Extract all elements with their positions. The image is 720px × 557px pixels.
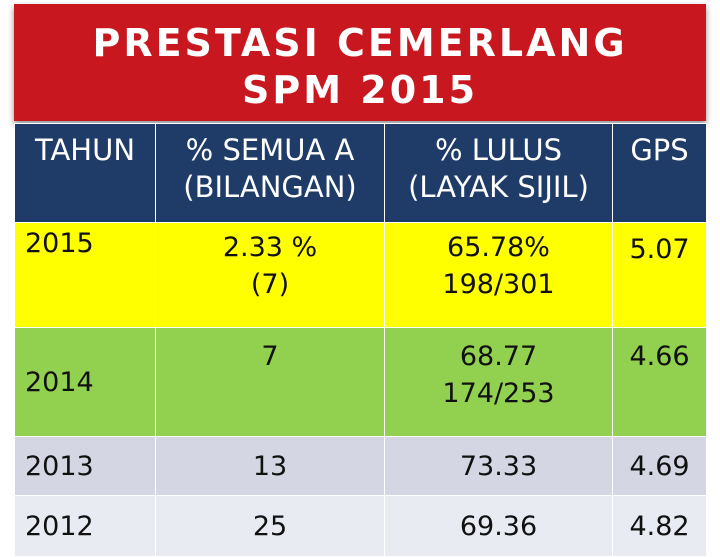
cell-lulus: 69.36 bbox=[384, 495, 613, 557]
header-lulus: % LULUS (LAYAK SIJIL) bbox=[384, 123, 613, 223]
cell-semua-a-count: (7) bbox=[250, 269, 290, 300]
table-row: 2015 2.33 % (7) 65.78% 198/301 5.07 bbox=[14, 222, 707, 328]
results-table: TAHUN % SEMUA A (BILANGAN) % LULUS (LAYA… bbox=[14, 123, 707, 557]
header-lulus-line2: (LAYAK SIJIL) bbox=[408, 170, 589, 204]
table-row: 2013 13 73.33 4.69 bbox=[14, 436, 707, 496]
cell-semua-a-percent: 2.33 % bbox=[222, 232, 318, 263]
table-row: 2014 7 68.77 174/253 4.66 bbox=[14, 327, 707, 437]
cell-lulus-count: 198/301 bbox=[442, 269, 555, 300]
cell-lulus-percent: 65.78% bbox=[447, 232, 550, 263]
cell-lulus-count: 174/253 bbox=[442, 378, 555, 409]
header-semua-a-line1: % SEMUA A bbox=[185, 133, 355, 167]
cell-gps: 4.66 bbox=[612, 327, 707, 437]
title-line-1: PRESTASI CEMERLANG bbox=[92, 21, 628, 65]
title-line-2: SPM 2015 bbox=[241, 68, 479, 112]
cell-lulus: 65.78% 198/301 bbox=[384, 222, 613, 328]
cell-gps: 5.07 bbox=[612, 222, 707, 328]
table-row: 2012 25 69.36 4.82 bbox=[14, 495, 707, 557]
cell-year: 2014 bbox=[14, 327, 156, 437]
cell-semua-a: 7 bbox=[155, 327, 385, 437]
cell-semua-a: 13 bbox=[155, 436, 385, 496]
cell-year: 2015 bbox=[14, 222, 156, 328]
header-semua-a: % SEMUA A (BILANGAN) bbox=[155, 123, 385, 223]
cell-lulus: 68.77 174/253 bbox=[384, 327, 613, 437]
cell-year: 2012 bbox=[14, 495, 156, 557]
cell-semua-a: 25 bbox=[155, 495, 385, 557]
table-header-row: TAHUN % SEMUA A (BILANGAN) % LULUS (LAYA… bbox=[14, 123, 707, 223]
cell-lulus: 73.33 bbox=[384, 436, 613, 496]
cell-gps: 4.82 bbox=[612, 495, 707, 557]
header-gps: GPS bbox=[612, 123, 707, 223]
cell-lulus-percent: 68.77 bbox=[459, 341, 538, 372]
header-lulus-line1: % LULUS bbox=[434, 133, 563, 167]
cell-gps: 4.69 bbox=[612, 436, 707, 496]
title-banner: PRESTASI CEMERLANG SPM 2015 bbox=[14, 4, 706, 121]
cell-year: 2013 bbox=[14, 436, 156, 496]
cell-semua-a: 2.33 % (7) bbox=[155, 222, 385, 328]
header-semua-a-line2: (BILANGAN) bbox=[183, 170, 357, 204]
header-tahun: TAHUN bbox=[14, 123, 156, 223]
